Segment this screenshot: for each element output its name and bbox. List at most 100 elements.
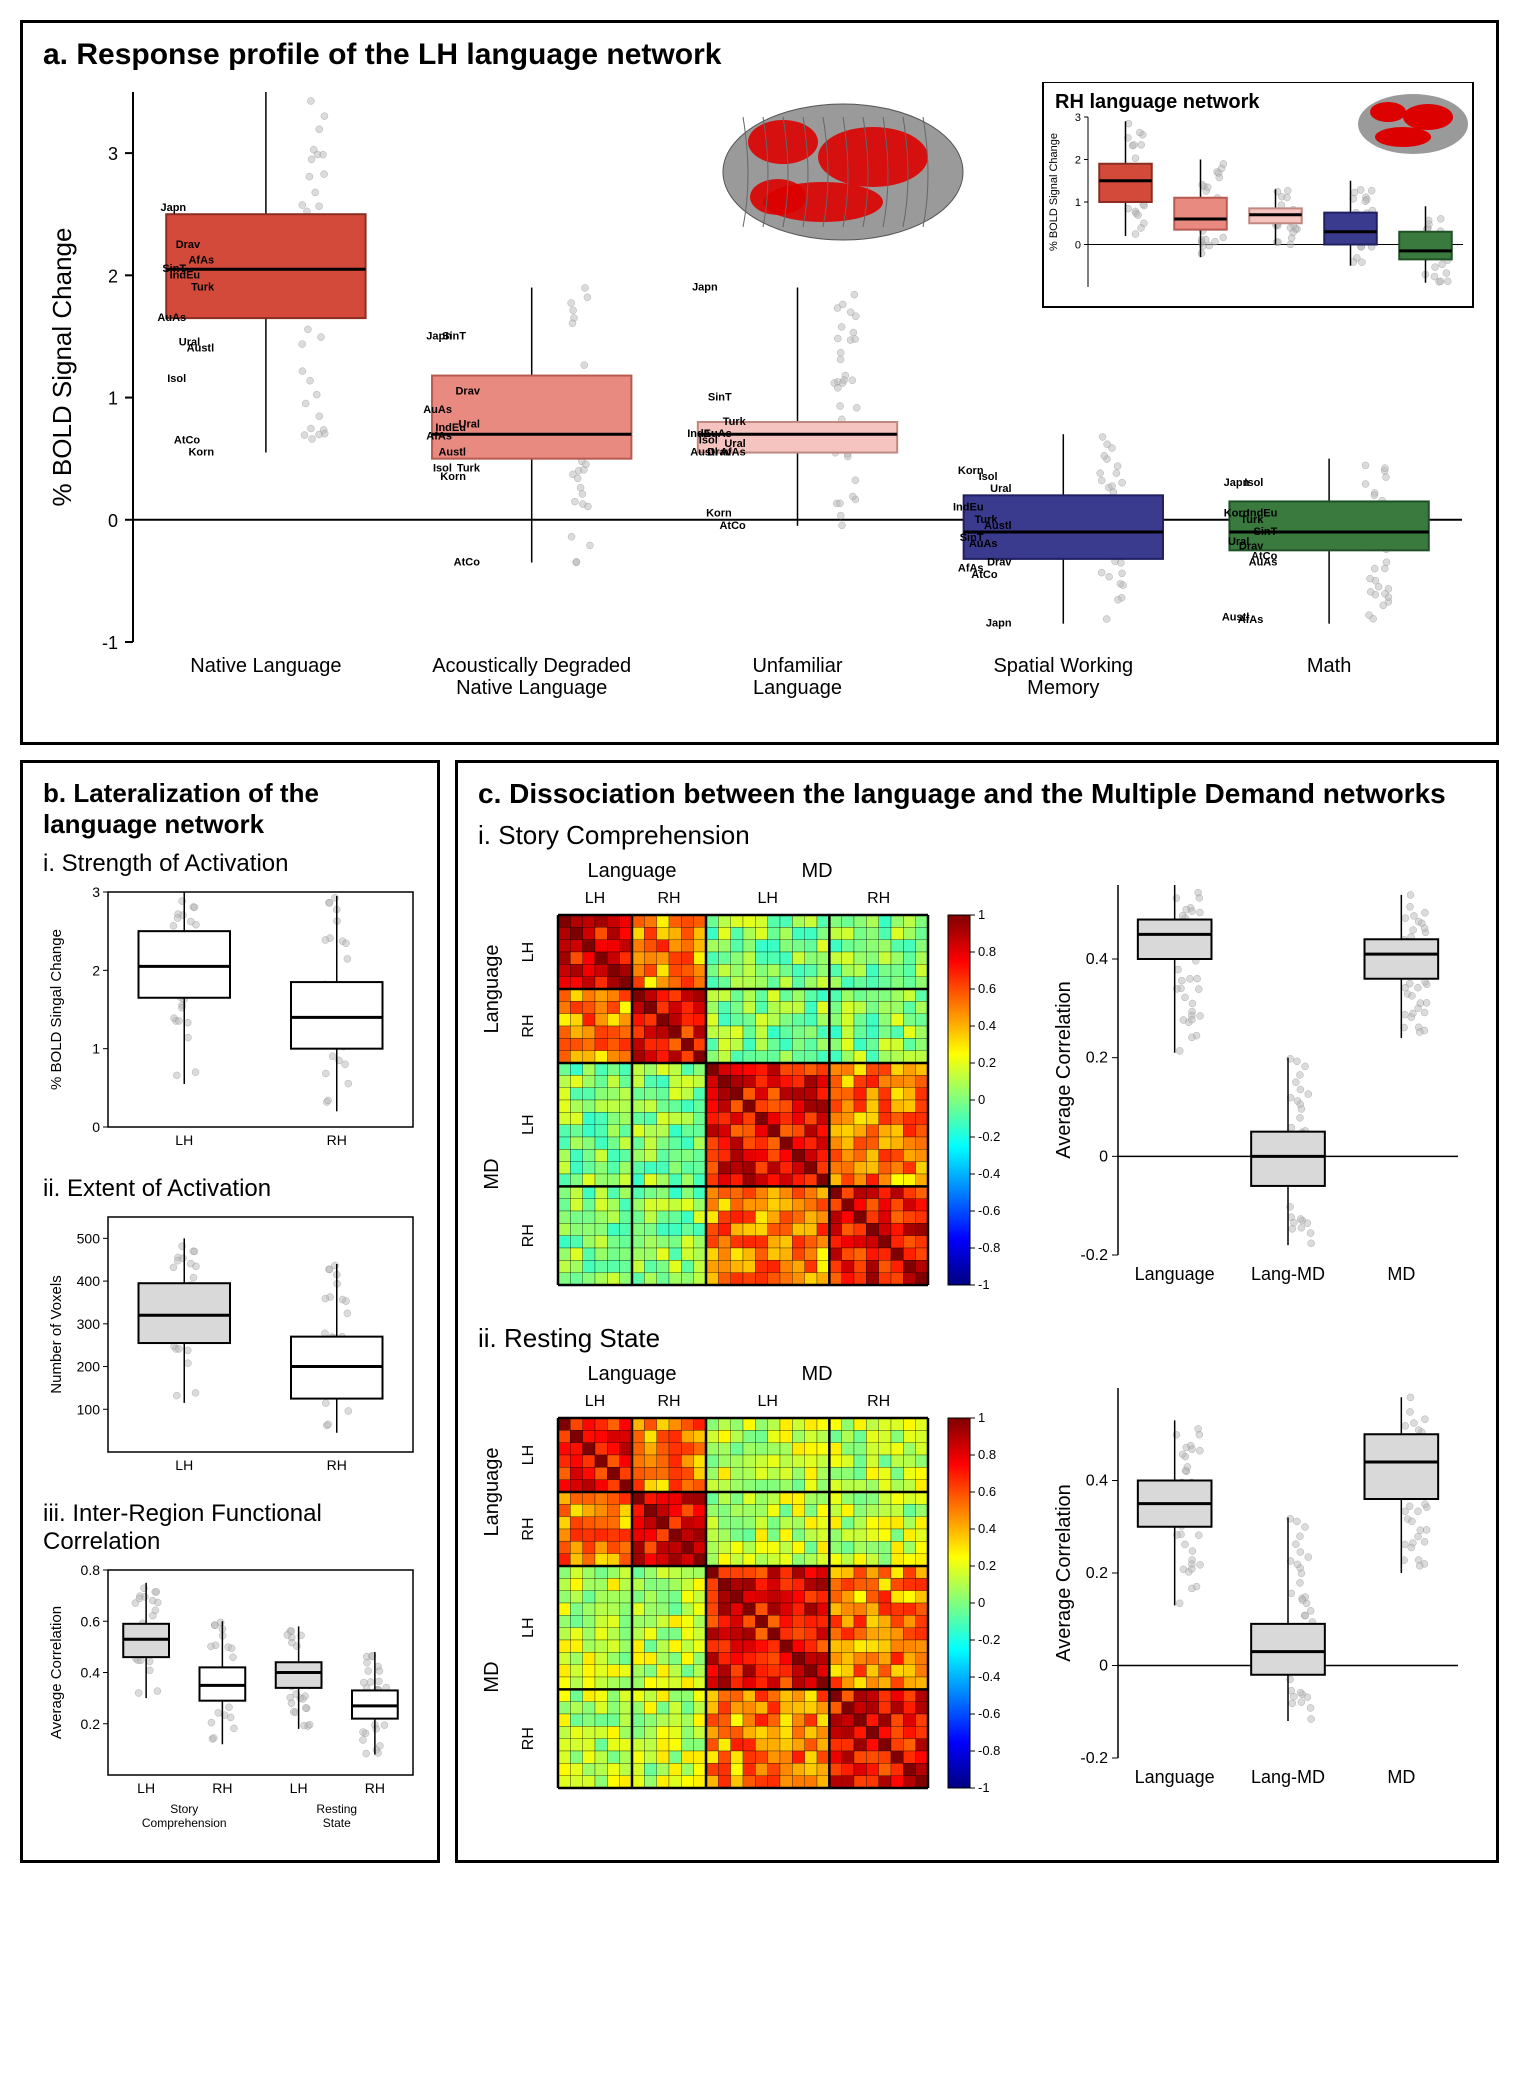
svg-text:% BOLD Signal Change: % BOLD Signal Change [1048,133,1060,251]
svg-text:RH: RH [867,890,890,907]
svg-text:3: 3 [108,144,118,164]
svg-text:MD: MD [1387,1767,1415,1787]
svg-text:-0.6: -0.6 [978,1203,1000,1218]
svg-text:Lang-MD: Lang-MD [1251,1767,1325,1787]
svg-text:Native Language: Native Language [456,677,607,699]
svg-text:AuAs: AuAs [157,312,186,324]
svg-text:RH: RH [327,1132,347,1148]
svg-text:1: 1 [978,1410,985,1425]
svg-text:AtCo: AtCo [174,434,201,446]
svg-text:-1: -1 [978,1780,990,1795]
svg-text:RH: RH [520,1517,537,1540]
svg-text:AuAs: AuAs [423,404,452,416]
svg-text:RH: RH [212,1780,232,1796]
svg-text:AfAs: AfAs [1238,614,1264,626]
svg-text:-0.6: -0.6 [978,1706,1000,1721]
panel-a-title: a. Response profile of the LH language n… [43,38,1476,72]
svg-text:Turk: Turk [723,416,747,428]
panel-c-box-1: -0.200.20.4Average CorrelationLanguageLa… [1048,865,1468,1305]
svg-text:0.8: 0.8 [978,944,996,959]
svg-text:LH: LH [757,890,777,907]
svg-text:500: 500 [77,1230,101,1246]
svg-text:Memory: Memory [1027,677,1099,699]
svg-text:Isol: Isol [699,434,718,446]
svg-text:1: 1 [978,907,985,922]
svg-text:Spatial Working: Spatial Working [993,655,1133,677]
svg-text:-0.2: -0.2 [978,1632,1000,1647]
svg-text:Drav: Drav [455,385,480,397]
panel-b-chart-3: 0.20.40.60.8Average CorrelationLHRHLHRHS… [43,1560,423,1840]
svg-text:-0.4: -0.4 [978,1669,1000,1684]
svg-text:Language: Language [1135,1264,1215,1284]
svg-text:0.2: 0.2 [1086,1050,1108,1067]
svg-text:0: 0 [108,511,118,531]
svg-text:Native Language: Native Language [190,655,341,677]
svg-text:0: 0 [978,1595,985,1610]
panel-a-chart: -10123% BOLD Signal ChangeJapnDravAfAsSi… [43,82,1482,722]
svg-text:RH: RH [365,1780,385,1796]
svg-text:Austl: Austl [187,343,215,355]
svg-text:0: 0 [1099,1658,1108,1675]
svg-text:SinT: SinT [1254,526,1278,538]
svg-text:AtCo: AtCo [719,520,746,532]
svg-text:-0.4: -0.4 [978,1166,1000,1181]
svg-text:% BOLD Signal Change: % BOLD Signal Change [47,228,77,507]
svg-text:Average Correlation: Average Correlation [1053,981,1075,1159]
svg-text:SinT: SinT [708,392,732,404]
svg-text:LH: LH [520,1617,537,1637]
svg-text:0.4: 0.4 [1086,951,1108,968]
svg-text:0.8: 0.8 [81,1562,101,1578]
svg-text:LH: LH [520,1114,537,1134]
svg-text:LH: LH [585,1393,605,1410]
svg-text:AtCo: AtCo [971,569,998,581]
svg-text:0: 0 [1075,240,1081,252]
svg-text:1: 1 [1075,197,1081,209]
svg-text:3: 3 [92,884,100,900]
svg-text:AtCo: AtCo [454,557,481,569]
svg-text:Lang-MD: Lang-MD [1251,1264,1325,1284]
svg-text:0.2: 0.2 [1086,1565,1108,1582]
svg-text:Resting: Resting [316,1802,357,1816]
svg-text:0: 0 [1099,1148,1108,1165]
svg-text:Math: Math [1307,655,1351,677]
panel-b-sub-1: i. Strength of Activation [43,850,417,878]
panel-c-title: c. Dissociation between the language and… [478,778,1476,810]
svg-text:1: 1 [92,1041,100,1057]
svg-text:Average Correlation: Average Correlation [48,1606,65,1739]
svg-text:-0.2: -0.2 [1080,1750,1108,1767]
svg-text:0.6: 0.6 [978,1484,996,1499]
svg-text:AfAs: AfAs [426,431,452,443]
svg-text:Comprehension: Comprehension [142,1816,227,1830]
panel-b: b. Lateralization of the language networ… [20,760,440,1863]
svg-text:% BOLD Singal Change: % BOLD Singal Change [48,929,65,1090]
svg-text:MD: MD [801,860,832,882]
svg-text:Isol: Isol [167,373,186,385]
svg-text:Unfamiliar: Unfamiliar [752,655,842,677]
svg-text:Korn: Korn [440,471,466,483]
svg-text:Austl: Austl [984,520,1012,532]
panel-c-matrix-1: LanguageMDLHRHLHRHLanguageMDLHRHLHRH-1-0… [478,855,1038,1315]
svg-text:LH: LH [585,890,605,907]
panel-b-title: b. Lateralization of the language networ… [43,778,417,840]
svg-text:Turk: Turk [191,282,215,294]
panel-c-sub-1: i. Story Comprehension [478,820,1476,851]
svg-text:RH: RH [327,1457,347,1473]
svg-text:Japn: Japn [986,618,1012,630]
svg-text:Language: Language [753,677,842,699]
svg-text:Austl: Austl [438,447,466,459]
svg-text:Language: Language [588,1363,677,1385]
svg-text:RH: RH [520,1224,537,1247]
svg-text:LH: LH [175,1457,193,1473]
svg-text:0.2: 0.2 [978,1055,996,1070]
svg-text:0.6: 0.6 [978,981,996,996]
svg-text:Austl: Austl [690,447,718,459]
svg-text:MD: MD [481,1158,503,1189]
svg-text:AfAs: AfAs [720,447,746,459]
svg-text:RH language network: RH language network [1055,91,1260,113]
svg-text:Isol: Isol [979,471,998,483]
svg-text:IndEu: IndEu [953,502,984,514]
svg-text:Drav: Drav [987,557,1012,569]
svg-text:SinT: SinT [442,330,466,342]
svg-text:1: 1 [108,389,118,409]
svg-text:Korn: Korn [706,508,732,520]
